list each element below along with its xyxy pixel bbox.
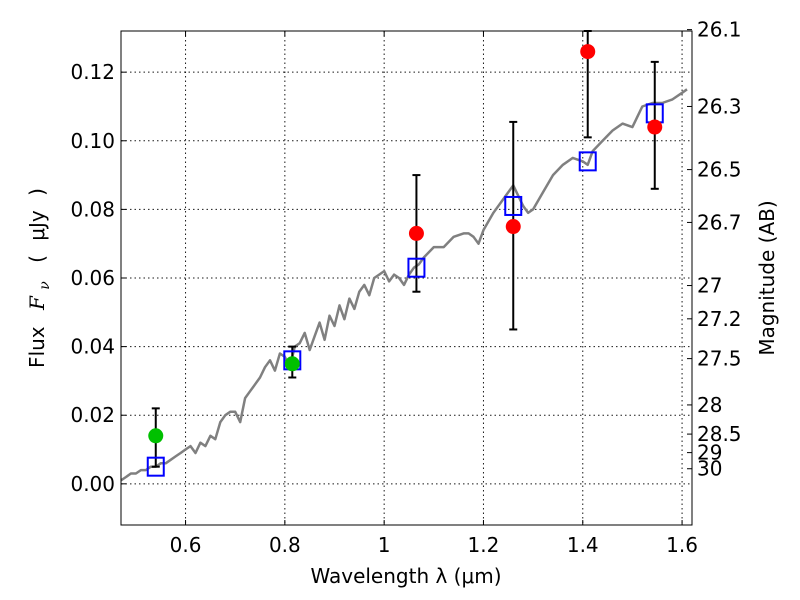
y-label-open-paren: ( [25, 255, 49, 263]
y2-axis-label: Magnitude (AB) [755, 200, 779, 355]
y-axis-label: Flux F ν ( μJy ) [25, 188, 54, 368]
green-data-point [148, 428, 164, 444]
y-tick-label: 0.00 [70, 472, 115, 496]
y-tick-label: 0.12 [70, 60, 115, 84]
model-square-point [407, 257, 426, 278]
model-square-point [504, 195, 523, 216]
red-data-point [647, 119, 663, 135]
x-tick-label: 1.4 [567, 533, 599, 557]
x-tick-label: 1.6 [666, 533, 698, 557]
y-label-flux: Flux [25, 326, 49, 368]
y2-tick-label: 30 [697, 457, 722, 481]
y2-tick-label: 28 [697, 393, 722, 417]
data-layer [120, 30, 688, 482]
tick-layer: 0.6 0.8 1 1.2 1.4 1.6 0.00 0.02 0.04 0.06 0.08 0.10… [70, 18, 741, 557]
x-tick-label: 1 [378, 533, 391, 557]
red-data-point [505, 219, 521, 235]
y2-tick-label: 29 [697, 441, 722, 465]
x-tick-label: 1.2 [468, 533, 500, 557]
spectrum-line [120, 88, 688, 482]
y-label-close-paren: ) [25, 188, 49, 196]
model-square-point [146, 456, 165, 477]
y2-tick-label: 26.3 [697, 94, 742, 118]
y2-tick-label: 27 [697, 274, 722, 298]
y-tick-label: 0.04 [70, 335, 115, 359]
y2-tick-label: 27.2 [697, 307, 742, 331]
red-data-point [580, 44, 596, 60]
y-tick-label: 0.06 [70, 266, 115, 290]
x-tick-label: 0.6 [170, 533, 202, 557]
red-data-point [408, 225, 424, 241]
green-data-point [284, 356, 300, 372]
model-square-point [578, 151, 597, 172]
x-tick-label: 0.8 [269, 533, 301, 557]
y2-tick-label: 26.5 [697, 158, 742, 182]
svg-text:Flux F ν (: Flux F ν ( μJy ) [25, 188, 54, 368]
grid-layer [121, 31, 692, 525]
y2-tick-label: 26.1 [697, 18, 742, 42]
y2-tick-label: 27.5 [697, 347, 742, 371]
y-label-unit: μJy [25, 210, 49, 241]
x-axis-label: Wavelength λ (μm) [310, 564, 501, 588]
y-tick-label: 0.08 [70, 197, 115, 221]
y2-tick-label: 26.7 [697, 210, 742, 234]
y-tick-label: 0.10 [70, 129, 115, 153]
y-tick-label: 0.02 [70, 403, 115, 427]
y-label-nu: ν [37, 281, 53, 290]
y2-tick-label: 28.5 [697, 422, 742, 446]
y-label-f: F [25, 295, 49, 311]
